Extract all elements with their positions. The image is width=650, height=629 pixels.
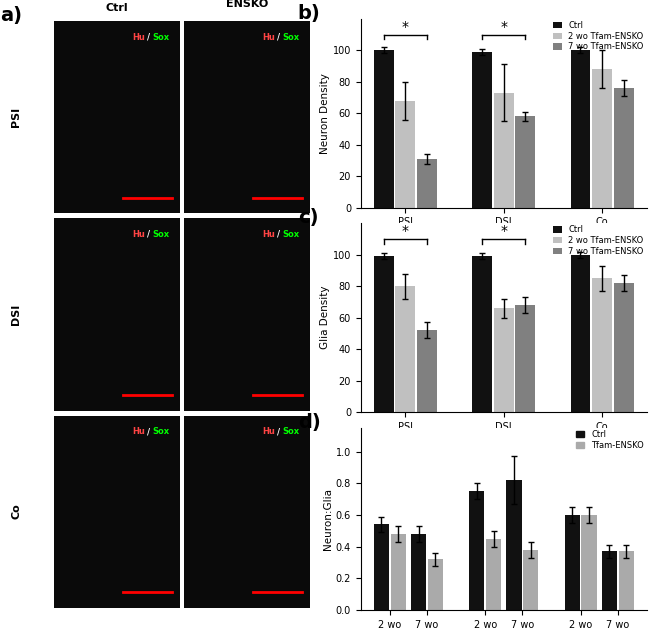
Bar xyxy=(581,515,597,610)
Text: /: / xyxy=(277,33,280,42)
Bar xyxy=(469,491,484,610)
Text: Sox: Sox xyxy=(153,427,170,436)
Text: Sox: Sox xyxy=(153,230,170,239)
Text: b): b) xyxy=(298,4,320,23)
Text: d): d) xyxy=(298,413,320,432)
Legend: Ctrl, Tfam-ENSKO: Ctrl, Tfam-ENSKO xyxy=(575,428,645,451)
Text: /: / xyxy=(147,427,150,436)
Text: Tfam-
ENSKO: Tfam- ENSKO xyxy=(226,0,268,9)
Bar xyxy=(614,283,634,412)
Bar xyxy=(619,552,634,610)
Bar xyxy=(374,257,394,412)
Bar xyxy=(391,534,406,610)
Bar xyxy=(602,552,617,610)
Text: Ctrl: Ctrl xyxy=(106,3,128,13)
Bar xyxy=(571,255,590,412)
Text: *: * xyxy=(500,224,507,238)
Y-axis label: Neuron Density: Neuron Density xyxy=(320,73,330,153)
Bar xyxy=(571,50,590,208)
Text: Hu: Hu xyxy=(132,230,145,239)
Bar xyxy=(592,278,612,412)
Text: Co: Co xyxy=(11,504,21,520)
Bar xyxy=(592,69,612,208)
Text: /: / xyxy=(147,33,150,42)
Bar xyxy=(506,480,521,610)
Text: Sox: Sox xyxy=(153,33,170,42)
Bar xyxy=(472,257,492,412)
Text: Hu: Hu xyxy=(262,33,275,42)
Bar xyxy=(411,534,426,610)
Bar xyxy=(417,330,437,412)
Bar xyxy=(374,50,394,208)
Bar xyxy=(614,88,634,208)
Text: c): c) xyxy=(298,208,318,227)
Text: Sox: Sox xyxy=(283,230,300,239)
Bar xyxy=(494,92,514,208)
Text: Hu: Hu xyxy=(262,230,275,239)
Legend: Ctrl, 2 wo Tfam-ENSKO, 7 wo Tfam-ENSKO: Ctrl, 2 wo Tfam-ENSKO, 7 wo Tfam-ENSKO xyxy=(552,224,645,257)
Bar xyxy=(486,539,501,610)
Text: Hu: Hu xyxy=(132,427,145,436)
Text: a): a) xyxy=(0,6,22,25)
Text: Hu: Hu xyxy=(262,427,275,436)
Text: Hu: Hu xyxy=(132,33,145,42)
Bar xyxy=(417,159,437,208)
Text: /: / xyxy=(277,427,280,436)
Y-axis label: Neuron:Glia: Neuron:Glia xyxy=(323,488,333,550)
Text: DSI: DSI xyxy=(11,304,21,325)
Bar xyxy=(395,286,415,412)
Text: *: * xyxy=(500,19,507,34)
Legend: Ctrl, 2 wo Tfam-ENSKO, 7 wo Tfam-ENSKO: Ctrl, 2 wo Tfam-ENSKO, 7 wo Tfam-ENSKO xyxy=(552,19,645,53)
Text: *: * xyxy=(402,224,409,238)
Text: /: / xyxy=(277,230,280,239)
Bar xyxy=(515,116,536,208)
Bar xyxy=(523,550,538,610)
Y-axis label: Glia Density: Glia Density xyxy=(320,286,330,349)
Bar xyxy=(515,305,536,412)
Bar xyxy=(472,52,492,208)
Text: Sox: Sox xyxy=(283,427,300,436)
Bar xyxy=(374,525,389,610)
Bar xyxy=(494,308,514,412)
Text: PSI: PSI xyxy=(11,108,21,128)
Text: *: * xyxy=(402,19,409,34)
Bar xyxy=(428,559,443,610)
Text: /: / xyxy=(147,230,150,239)
Text: Sox: Sox xyxy=(283,33,300,42)
Bar xyxy=(565,515,580,610)
Bar xyxy=(395,101,415,208)
